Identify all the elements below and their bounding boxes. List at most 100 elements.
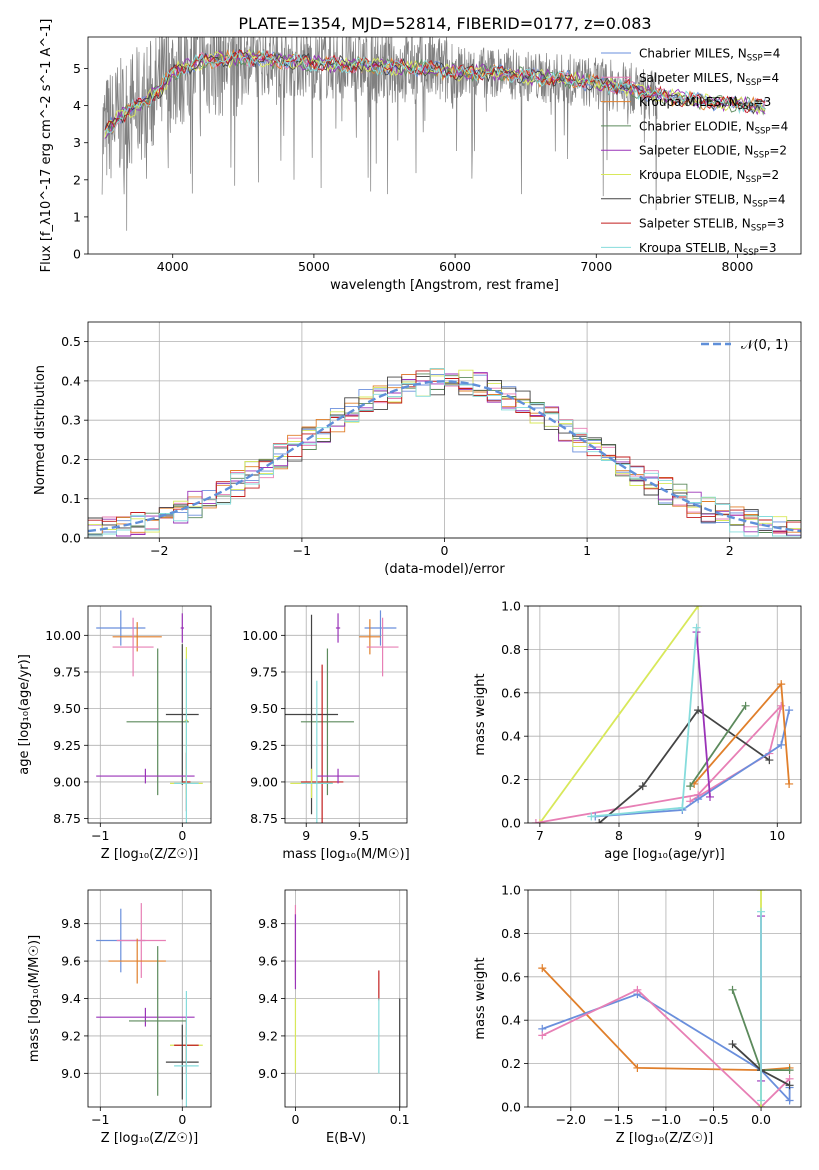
y-tick-label: 9.25 <box>250 738 278 753</box>
weight-marker <box>535 819 544 823</box>
error-bars <box>96 903 203 1107</box>
x-tick-label: 10 <box>769 828 785 843</box>
x-axis-label: Z [log₁₀(Z/Z☉)] <box>101 1131 198 1146</box>
weight-series <box>541 967 790 1072</box>
weight-series <box>598 708 770 823</box>
y-tick-label: 9.4 <box>61 991 81 1006</box>
y-tick-label: 9.00 <box>250 774 278 789</box>
legend-entry: Kroupa STELIB, NSSP=3 <box>639 241 777 258</box>
y-tick-label: 9.4 <box>258 991 278 1006</box>
weight-marker <box>728 985 737 994</box>
weight-series <box>539 606 699 823</box>
legend-entry: Salpeter STELIB, NSSP=3 <box>639 217 784 234</box>
y-tick-label: 1 <box>73 209 81 224</box>
histogram-series <box>88 375 801 537</box>
y-tick-label: 3 <box>73 135 81 150</box>
y-tick-label: 9.25 <box>53 738 81 753</box>
y-axis-label: mass weight <box>473 673 488 755</box>
y-tick-label: 9.0 <box>258 1066 278 1081</box>
x-tick-label: −1 <box>293 543 311 558</box>
y-axis-label: mass [log₁₀(M/M☉)] <box>27 935 42 1062</box>
weight-marker <box>633 1063 642 1072</box>
y-tick-label: 10.00 <box>242 628 278 643</box>
y-tick-label: 0.1 <box>61 491 81 506</box>
y-tick-label: 0.4 <box>61 373 81 388</box>
weight-marker <box>757 1096 766 1105</box>
legend-entry: 𝒩(0, 1) <box>741 338 788 353</box>
weight-marker <box>785 779 794 788</box>
y-tick-label: 0.8 <box>501 642 521 657</box>
weight-marker <box>757 890 766 894</box>
x-tick-label: 8 <box>615 828 623 843</box>
weight-series <box>541 988 791 1107</box>
y-tick-label: 9.8 <box>61 916 81 931</box>
y-tick-label: 9.2 <box>258 1028 278 1043</box>
weight-series <box>591 627 698 818</box>
weight-marker <box>785 1066 794 1075</box>
x-tick-label: −1 <box>91 1112 109 1127</box>
model-spectrum <box>104 50 766 140</box>
y-tick-label: 0.8 <box>501 926 521 941</box>
x-tick-label: 7000 <box>580 259 612 274</box>
y-tick-label: 9.50 <box>250 701 278 716</box>
y-tick-label: 1.0 <box>501 883 521 898</box>
y-tick-label: 0.2 <box>501 772 521 787</box>
axes-frame <box>87 321 802 539</box>
y-tick-label: 0.0 <box>501 1100 521 1115</box>
model-spectrum <box>104 49 766 131</box>
y-tick-label: 9.6 <box>258 954 278 969</box>
x-tick-label: 9.5 <box>349 828 369 843</box>
x-tick-label: 9 <box>694 828 702 843</box>
mass-vs-ebv-panel: 0 0.1 9.0 9.2 9.4 9.6 9.8 E(B-V) <box>258 889 410 1146</box>
y-tick-label: 2 <box>73 172 81 187</box>
weight-marker <box>694 706 703 715</box>
legend-entry: Salpeter MILES, NSSP=4 <box>639 71 779 88</box>
weight-marker <box>741 701 750 710</box>
normal-curve <box>88 380 801 533</box>
y-tick-label: 9.50 <box>53 701 81 716</box>
weight-marker <box>686 782 695 791</box>
legend-entry: Chabrier ELODIE, NSSP=4 <box>639 119 788 136</box>
weight-marker <box>777 740 786 749</box>
y-tick-label: 9.75 <box>53 664 81 679</box>
x-axis-label: E(B-V) <box>326 1131 366 1146</box>
y-tick-label: 0.6 <box>501 969 521 984</box>
error-bars <box>96 610 203 823</box>
x-tick-label: 2 <box>726 543 734 558</box>
y-tick-label: 0.5 <box>61 334 81 349</box>
axes-frame <box>527 605 802 824</box>
y-tick-label: 9.75 <box>250 664 278 679</box>
y-tick-label: 0.3 <box>61 413 81 428</box>
x-tick-label: 6000 <box>439 259 471 274</box>
axes-frame <box>527 889 802 1108</box>
y-tick-label: 9.8 <box>258 916 278 931</box>
x-axis-label: wavelength [Angstrom, rest frame] <box>330 278 559 293</box>
y-tick-label: 8.75 <box>53 811 81 826</box>
y-tick-label: 0.2 <box>61 452 81 467</box>
y-tick-label: 0.0 <box>61 531 81 546</box>
x-tick-label: 0.0 <box>751 1112 771 1127</box>
weight-marker <box>728 1040 737 1049</box>
legend-entry: Chabrier STELIB, NSSP=4 <box>639 192 786 209</box>
x-tick-label: 5000 <box>298 259 330 274</box>
figure-title: PLATE=1354, MJD=52814, FIBERID=0177, z=0… <box>238 14 651 33</box>
weight-marker <box>633 985 642 994</box>
y-tick-label: 0.6 <box>501 685 521 700</box>
x-tick-label: −2 <box>150 543 168 558</box>
x-axis-label: mass [log₁₀(M/M☉)] <box>282 847 409 862</box>
legend-entry: Chabrier MILES, NSSP=4 <box>639 47 780 64</box>
y-tick-label: 0.4 <box>501 729 521 744</box>
x-tick-label: −1.5 <box>603 1112 633 1127</box>
mass-vs-Z-panel: −1 0 9.0 9.2 9.4 9.6 9.8 Z [log₁₀(Z/Z☉)] mass [l… <box>27 889 212 1146</box>
weight-series <box>695 631 711 798</box>
weight-marker <box>595 819 604 823</box>
x-tick-label: 4000 <box>157 259 189 274</box>
x-tick-label: −1 <box>91 828 109 843</box>
weight-marker <box>694 606 703 610</box>
weight-vs-age-panel: 7 8 9 10 0.0 0.2 0.4 0.6 0.8 1.0 age [log₁₀(age/yr… <box>473 599 802 862</box>
weight-marker <box>706 792 714 801</box>
x-tick-label: 1 <box>583 543 591 558</box>
weight-marker <box>785 1081 794 1090</box>
y-tick-label: 9.6 <box>61 954 81 969</box>
legend-entry: Kroupa MILES, NSSP=3 <box>639 95 771 112</box>
